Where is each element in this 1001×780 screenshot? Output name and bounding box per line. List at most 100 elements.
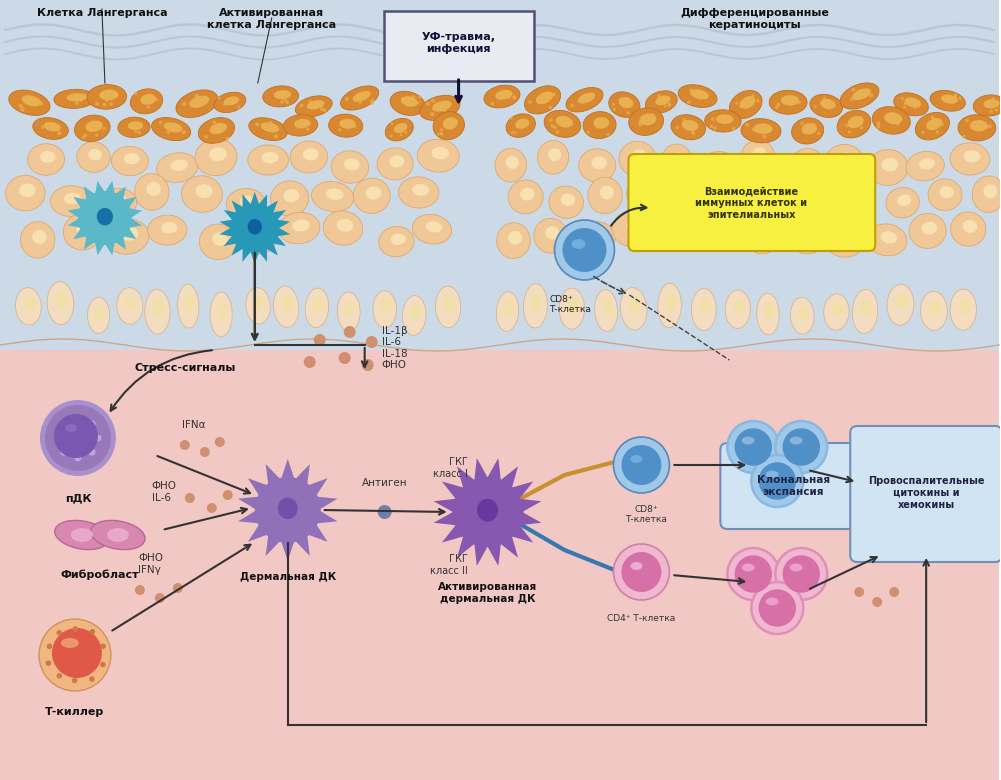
Ellipse shape	[789, 222, 826, 254]
Polygon shape	[94, 181, 109, 201]
Circle shape	[401, 98, 404, 101]
Circle shape	[274, 128, 278, 132]
Text: УФ-травма,
инфекция: УФ-травма, инфекция	[421, 32, 495, 54]
Ellipse shape	[435, 286, 460, 328]
Ellipse shape	[698, 211, 734, 247]
Ellipse shape	[88, 149, 102, 161]
Circle shape	[95, 133, 98, 137]
Polygon shape	[231, 200, 249, 219]
Ellipse shape	[111, 195, 127, 207]
Circle shape	[343, 326, 355, 338]
Circle shape	[132, 123, 136, 126]
Polygon shape	[265, 526, 286, 556]
Circle shape	[370, 99, 374, 103]
Polygon shape	[503, 517, 534, 543]
Circle shape	[590, 94, 593, 98]
Ellipse shape	[312, 296, 323, 313]
Ellipse shape	[566, 87, 603, 112]
Polygon shape	[242, 194, 255, 215]
Circle shape	[58, 131, 62, 135]
Ellipse shape	[239, 196, 256, 207]
Ellipse shape	[790, 564, 803, 572]
Ellipse shape	[740, 96, 755, 109]
Circle shape	[543, 93, 546, 97]
Ellipse shape	[326, 189, 343, 200]
Ellipse shape	[824, 294, 849, 330]
Ellipse shape	[532, 293, 542, 311]
Ellipse shape	[705, 110, 741, 132]
Ellipse shape	[226, 189, 265, 219]
Polygon shape	[482, 458, 502, 490]
Circle shape	[280, 101, 284, 104]
Circle shape	[56, 630, 62, 636]
FancyBboxPatch shape	[850, 426, 1001, 562]
Circle shape	[639, 123, 642, 127]
Circle shape	[555, 220, 615, 280]
Ellipse shape	[217, 302, 227, 320]
Circle shape	[216, 126, 220, 130]
Ellipse shape	[672, 152, 685, 165]
Circle shape	[169, 125, 173, 129]
Circle shape	[54, 434, 61, 441]
Ellipse shape	[905, 98, 921, 108]
Circle shape	[904, 101, 908, 105]
Polygon shape	[457, 527, 482, 558]
Circle shape	[89, 629, 95, 634]
Polygon shape	[278, 459, 297, 487]
Ellipse shape	[631, 455, 643, 463]
Circle shape	[551, 124, 555, 128]
Circle shape	[901, 97, 904, 101]
Circle shape	[84, 133, 87, 136]
Ellipse shape	[626, 219, 643, 232]
Circle shape	[358, 100, 362, 104]
Circle shape	[268, 121, 272, 125]
Polygon shape	[238, 496, 267, 514]
Ellipse shape	[401, 96, 417, 107]
Circle shape	[762, 122, 766, 127]
Circle shape	[776, 548, 827, 600]
Ellipse shape	[209, 147, 227, 161]
Ellipse shape	[640, 186, 657, 198]
Circle shape	[865, 93, 869, 97]
Circle shape	[60, 448, 67, 456]
Circle shape	[513, 96, 516, 100]
Ellipse shape	[792, 118, 824, 144]
Ellipse shape	[603, 299, 613, 316]
Ellipse shape	[140, 94, 156, 105]
Circle shape	[76, 96, 80, 100]
Circle shape	[306, 128, 309, 131]
Ellipse shape	[941, 94, 958, 104]
Circle shape	[711, 117, 715, 121]
Circle shape	[752, 94, 755, 98]
Circle shape	[389, 135, 392, 137]
Ellipse shape	[684, 190, 699, 201]
Ellipse shape	[281, 295, 293, 312]
Ellipse shape	[135, 174, 169, 211]
Circle shape	[596, 125, 599, 128]
Circle shape	[440, 133, 443, 136]
Circle shape	[452, 477, 523, 547]
Circle shape	[57, 132, 61, 136]
Ellipse shape	[339, 119, 355, 129]
Ellipse shape	[262, 86, 298, 107]
Ellipse shape	[810, 94, 843, 118]
Ellipse shape	[170, 160, 188, 171]
Polygon shape	[266, 231, 286, 246]
Polygon shape	[433, 507, 465, 526]
Circle shape	[182, 130, 186, 134]
Ellipse shape	[85, 120, 103, 132]
Ellipse shape	[28, 144, 64, 176]
Ellipse shape	[509, 180, 544, 214]
Ellipse shape	[247, 219, 262, 235]
Ellipse shape	[769, 90, 807, 114]
Ellipse shape	[20, 222, 55, 258]
Circle shape	[75, 101, 79, 105]
Polygon shape	[300, 478, 327, 503]
Text: IL-1β
IL-6
IL-18
ФНО: IL-1β IL-6 IL-18 ФНО	[381, 325, 407, 370]
Circle shape	[217, 97, 220, 100]
Ellipse shape	[164, 122, 182, 133]
Ellipse shape	[261, 152, 278, 163]
Ellipse shape	[305, 288, 328, 328]
Circle shape	[805, 127, 808, 131]
Circle shape	[553, 126, 557, 129]
